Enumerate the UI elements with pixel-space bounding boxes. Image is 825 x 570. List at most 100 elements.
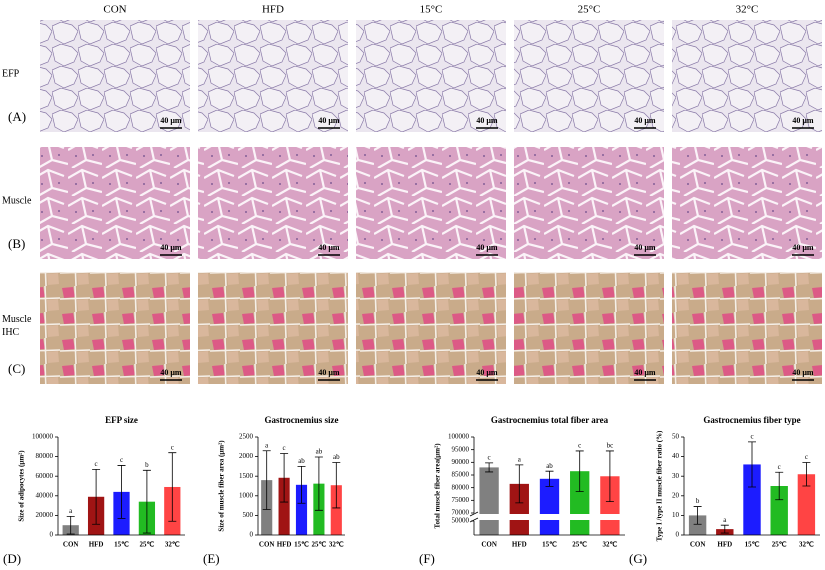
x-tick-label: 15℃ — [745, 541, 760, 549]
x-tick-label: 25℃ — [139, 541, 154, 549]
micrograph — [40, 147, 190, 259]
y-tick-label: 95000 — [452, 445, 470, 453]
x-tick-label: 32℃ — [799, 541, 814, 549]
column-header: CON — [103, 4, 126, 16]
significance-letter: a — [723, 516, 727, 524]
panel-label: (A) — [8, 109, 26, 124]
scale-bar-label: 40 μm — [792, 368, 814, 377]
scale-bar-label: 40 μm — [160, 368, 182, 377]
y-tick-label: 100000 — [448, 433, 470, 441]
y-tick-label: 1500 — [239, 472, 254, 480]
error-bar — [575, 450, 584, 492]
scale-bar-label: 40 μm — [318, 243, 340, 252]
panel-label: (E) — [203, 551, 220, 566]
micrograph — [198, 20, 348, 132]
micrograph — [356, 20, 506, 132]
x-tick-label: 32℃ — [329, 541, 344, 549]
micrograph — [198, 272, 348, 384]
x-tick-label: 25℃ — [772, 541, 787, 549]
row-label: Muscle — [2, 195, 32, 206]
bar — [479, 467, 499, 535]
error-bar — [142, 469, 151, 534]
column-header: 25°C — [578, 4, 601, 16]
micrograph — [514, 272, 664, 384]
error-bar — [280, 453, 289, 503]
error-bar — [545, 470, 554, 487]
x-tick-label: 15℃ — [114, 541, 129, 549]
axis-break-gap — [473, 514, 626, 520]
error-bar — [720, 524, 729, 534]
significance-letter: ab — [316, 448, 323, 456]
scale-bar-label: 40 μm — [792, 116, 814, 125]
column-header: 32°C — [736, 4, 759, 16]
error-bar — [485, 462, 494, 473]
chart-title: Gastrocnemius size — [264, 415, 338, 425]
x-tick-label: CON — [481, 541, 497, 549]
micrograph — [672, 20, 822, 132]
scale-bar-label: 40 μm — [634, 368, 656, 377]
y-tick-label: 100000 — [32, 433, 54, 441]
bar — [743, 464, 761, 535]
y-tick-label: 40000 — [36, 491, 54, 499]
scale-bar-label: 40 μm — [476, 116, 498, 125]
error-bar — [332, 462, 341, 509]
bar — [509, 483, 529, 535]
scale-bar-label: 40 μm — [476, 368, 498, 377]
x-tick-label: CON — [63, 541, 79, 549]
y-tick-label: 2000 — [239, 452, 254, 460]
y-tick-label: 50 — [672, 433, 680, 441]
x-tick-label: 32℃ — [602, 541, 617, 549]
micrograph — [672, 272, 822, 384]
y-tick-label: 2500 — [239, 433, 254, 441]
chart-title: EFP size — [105, 415, 138, 425]
significance-letter: ab — [546, 462, 553, 470]
panel-label: (C) — [8, 361, 25, 376]
axis-break-mark — [469, 511, 479, 523]
error-bar — [605, 450, 614, 502]
x-tick-label: HFD — [89, 541, 104, 549]
row-label: IHC — [2, 327, 20, 338]
significance-letter: b — [145, 461, 149, 469]
error-bar — [66, 515, 75, 535]
scale-bar-label: 40 μm — [634, 116, 656, 125]
y-tick-label: 0 — [50, 531, 54, 539]
y-tick-label: 10 — [672, 511, 680, 519]
micrograph — [356, 147, 506, 259]
x-tick-label: HFD — [512, 541, 527, 549]
significance-letter: c — [488, 453, 491, 461]
significance-letter: b — [696, 497, 700, 505]
y-tick-label: 75000 — [452, 496, 470, 504]
error-bar — [802, 462, 811, 487]
micrograph — [40, 272, 190, 384]
error-bar — [748, 441, 756, 488]
scale-bar-label: 40 μm — [160, 116, 182, 125]
error-bar — [262, 450, 271, 510]
x-tick-label: 15℃ — [542, 541, 557, 549]
error-bar — [92, 468, 101, 525]
error-bar — [168, 452, 177, 522]
bar — [797, 474, 816, 535]
significance-letter: ab — [298, 457, 305, 465]
panel-label: (B) — [8, 236, 25, 251]
y-tick-label: 80000 — [36, 452, 54, 460]
scale-bar-label: 40 μm — [318, 368, 340, 377]
significance-letter: c — [120, 456, 123, 464]
y-tick-label: 20000 — [36, 511, 54, 519]
micrograph — [672, 147, 822, 259]
bar — [770, 486, 788, 535]
x-tick-label: 25℃ — [311, 541, 326, 549]
y-tick-label: 70000 — [452, 509, 470, 517]
scale-bar-label: 40 μm — [792, 243, 814, 252]
significance-letter: c — [578, 442, 581, 450]
error-bar — [693, 506, 702, 525]
panel-label: (D) — [3, 551, 21, 566]
significance-letter: a — [265, 441, 269, 449]
micrograph — [514, 147, 664, 259]
panel-label: (F) — [419, 551, 435, 566]
scale-bar-label: 40 μm — [476, 243, 498, 252]
micrograph — [40, 20, 190, 132]
bar — [539, 478, 560, 535]
micrograph — [514, 20, 664, 132]
y-tick-label: 40 — [672, 452, 680, 460]
